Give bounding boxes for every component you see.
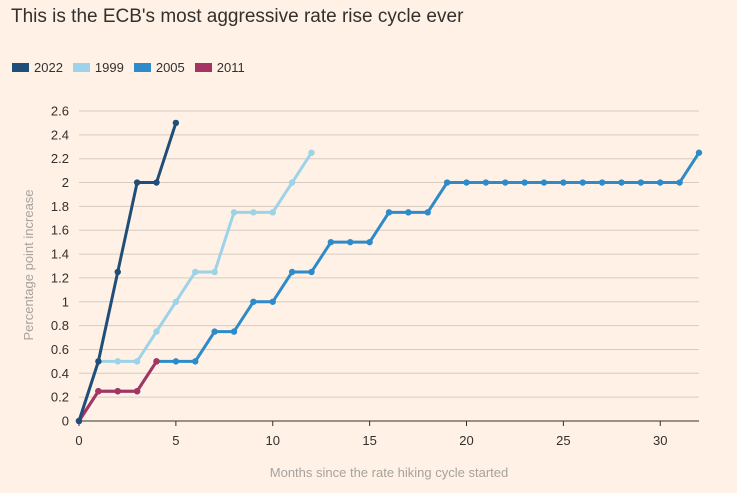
data-point-1999 (230, 209, 238, 216)
data-point-1999 (153, 328, 160, 335)
data-point-2005 (598, 179, 606, 186)
data-point-1999 (269, 209, 276, 216)
data-point-2022 (75, 417, 83, 425)
y-tick-label: 0.2 (51, 390, 69, 405)
data-point-1999 (114, 358, 121, 365)
y-tick-label: 1.2 (51, 270, 69, 285)
data-point-2005 (327, 238, 335, 246)
data-point-2005 (172, 358, 180, 365)
data-point-2005 (385, 209, 393, 216)
data-point-2022 (114, 268, 121, 276)
legend-item-1999: 1999 (72, 60, 124, 75)
y-tick-label: 0.8 (51, 318, 69, 333)
data-point-2005 (250, 298, 257, 305)
x-tick-label: 10 (266, 433, 280, 448)
data-point-2022 (133, 179, 141, 186)
gridlines (79, 110, 699, 422)
data-point-1999 (192, 268, 199, 276)
data-point-2011 (133, 387, 141, 395)
x-tick-label: 15 (362, 433, 376, 448)
y-axis-label: Percentage point increase (21, 189, 36, 340)
data-point-2005 (424, 209, 431, 216)
legend-item-2011: 2011 (194, 60, 245, 75)
data-point-2005 (230, 328, 238, 335)
series-2005 (75, 149, 703, 425)
data-point-2005 (443, 179, 451, 186)
x-tick-label: 0 (75, 433, 82, 448)
data-point-2005 (637, 179, 645, 186)
series-line-2022 (77, 122, 178, 422)
data-point-2005 (482, 179, 490, 186)
series-1999 (75, 149, 315, 425)
legend-swatch (133, 63, 151, 72)
data-point-2005 (540, 179, 548, 186)
series-line-2005 (77, 151, 701, 422)
series-2022 (75, 119, 180, 425)
data-point-2005 (676, 179, 683, 186)
series-lines (75, 119, 703, 425)
y-tick-label: 0.6 (51, 342, 69, 357)
y-axis-ticks: 0 0.2 0.4 0.6 0.8 1 1.2 1.4 1.6 1.8 2 2.2 2.4 2.6 (51, 104, 69, 429)
data-point-2005 (366, 238, 373, 246)
y-tick-label: 0.4 (51, 366, 69, 381)
legend-swatch (12, 63, 29, 72)
chart-legend: 2022 1999 2005 2011 (12, 60, 255, 75)
data-point-2005 (579, 179, 586, 186)
data-point-1999 (308, 149, 315, 156)
data-point-2005 (405, 209, 412, 216)
y-tick-label: 1 (62, 294, 69, 309)
data-point-2011 (153, 358, 160, 365)
y-tick-label: 1.8 (51, 199, 69, 214)
y-tick-label: 2.2 (51, 151, 69, 166)
x-axis-label: Months since the rate hiking cycle start… (270, 465, 508, 480)
data-point-2005 (657, 179, 664, 186)
data-point-2005 (308, 268, 315, 276)
legend-label: 1999 (94, 60, 124, 75)
y-tick-label: 2.4 (51, 127, 69, 142)
x-tick-label: 20 (459, 433, 473, 448)
data-point-2005 (502, 179, 509, 186)
data-point-2005 (463, 179, 470, 186)
legend-label: 2022 (34, 60, 63, 75)
legend-label: 2011 (216, 60, 245, 75)
data-point-2022 (172, 119, 180, 127)
y-tick-label: 1.4 (51, 247, 69, 262)
y-tick-label: 2 (62, 175, 69, 190)
data-point-1999 (211, 268, 218, 276)
legend-item-2005: 2005 (133, 60, 185, 75)
data-point-2005 (618, 179, 625, 186)
y-tick-label: 2.6 (51, 104, 69, 119)
data-point-2011 (114, 387, 121, 395)
chart-title: This is the ECB's most aggressive rate r… (11, 6, 464, 27)
data-point-2005 (560, 179, 567, 186)
data-point-2005 (211, 328, 218, 335)
data-point-2022 (95, 358, 102, 365)
legend-swatch (194, 63, 212, 72)
x-tick-label: 25 (556, 433, 570, 448)
data-point-2022 (153, 179, 160, 186)
x-tick-label: 5 (172, 433, 179, 448)
data-point-1999 (250, 209, 257, 216)
y-tick-label: 1.6 (51, 223, 69, 238)
data-point-2005 (288, 268, 296, 276)
data-point-2005 (347, 238, 354, 246)
data-point-2005 (695, 149, 703, 156)
data-point-1999 (288, 179, 296, 186)
y-tick-label: 0 (62, 414, 69, 429)
data-point-1999 (133, 358, 141, 365)
x-tick-label: 30 (653, 433, 667, 448)
data-point-1999 (172, 298, 180, 305)
x-axis-ticks: 0 5 10 15 20 25 30 (75, 421, 667, 448)
legend-swatch (72, 63, 90, 72)
data-point-2005 (521, 179, 528, 186)
legend-label: 2005 (155, 60, 185, 75)
data-point-2005 (269, 298, 276, 305)
data-point-2011 (95, 387, 102, 395)
data-point-2005 (192, 358, 199, 365)
legend-item-2022: 2022 (12, 60, 63, 75)
